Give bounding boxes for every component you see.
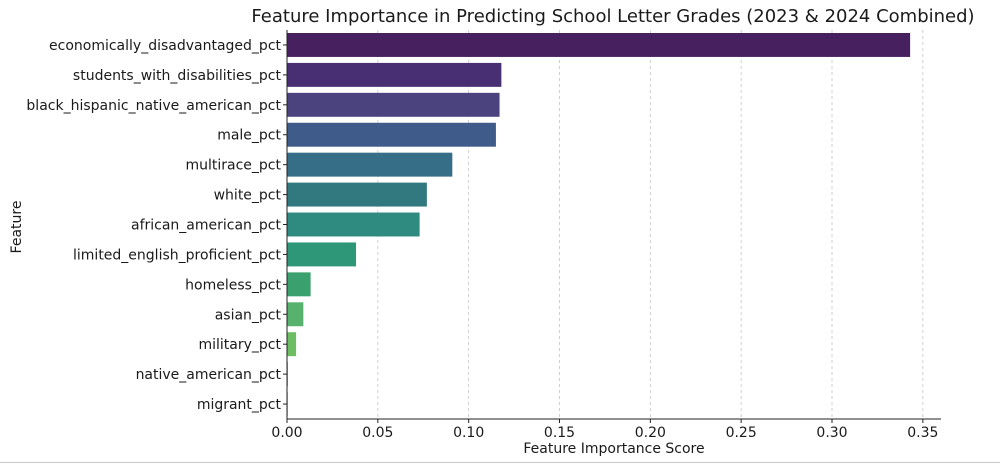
x-tick-label: 0.25 bbox=[726, 425, 757, 441]
x-tick-label: 0.15 bbox=[544, 425, 575, 441]
y-tick-label: male_pct bbox=[217, 128, 281, 144]
bar-multirace-pct bbox=[287, 152, 453, 177]
y-tick-label: multirace_pct bbox=[186, 158, 282, 174]
x-tick-label: 0.10 bbox=[453, 425, 484, 441]
y-tick-label: migrant_pct bbox=[197, 397, 282, 413]
bar-limited-english-proficient-pct bbox=[287, 242, 357, 267]
bar-students-with-disabilities-pct bbox=[287, 62, 502, 87]
y-axis-label: Feature bbox=[9, 201, 25, 254]
x-tick-label: 0.30 bbox=[816, 425, 847, 441]
bar-military-pct bbox=[287, 332, 297, 357]
bar-white-pct bbox=[287, 182, 427, 207]
y-tick-label: african_american_pct bbox=[131, 218, 282, 234]
bar-male-pct bbox=[287, 122, 496, 147]
bar-homeless-pct bbox=[287, 272, 311, 297]
y-tick-label: military_pct bbox=[199, 337, 282, 353]
x-tick-label: 0.20 bbox=[635, 425, 666, 441]
y-tick-label: economically_disadvantaged_pct bbox=[49, 38, 281, 54]
bottom-divider bbox=[0, 462, 1000, 463]
bar-asian-pct bbox=[287, 302, 304, 327]
x-tick-labels: 0.00 0.05 0.10 0.15 0.20 0.25 0.30 0.35 bbox=[271, 425, 938, 441]
x-axis-label: Feature Importance Score bbox=[523, 441, 704, 457]
gridlines bbox=[377, 30, 924, 419]
chart-title: Feature Importance in Predicting School … bbox=[251, 6, 974, 27]
x-tick-label: 0.00 bbox=[271, 425, 302, 441]
bar-african-american-pct bbox=[287, 212, 420, 237]
bar-black-hispanic-native-american-pct bbox=[287, 92, 500, 117]
y-tick-label: black_hispanic_native_american_pct bbox=[26, 98, 281, 114]
bar-economically-disadvantaged-pct bbox=[287, 32, 911, 57]
axes bbox=[283, 30, 941, 423]
y-tick-label: white_pct bbox=[214, 188, 282, 204]
y-tick-labels: economically_disadvantaged_pct students_w… bbox=[26, 38, 281, 413]
bars bbox=[287, 32, 911, 417]
y-tick-label: students_with_disabilities_pct bbox=[73, 68, 282, 84]
y-tick-label: asian_pct bbox=[215, 307, 282, 323]
y-tick-label: limited_english_proficient_pct bbox=[73, 247, 281, 263]
y-tick-label: native_american_pct bbox=[136, 367, 282, 383]
y-tick-label: homeless_pct bbox=[185, 277, 281, 293]
x-tick-label: 0.05 bbox=[362, 425, 393, 441]
x-tick-label: 0.35 bbox=[907, 425, 938, 441]
